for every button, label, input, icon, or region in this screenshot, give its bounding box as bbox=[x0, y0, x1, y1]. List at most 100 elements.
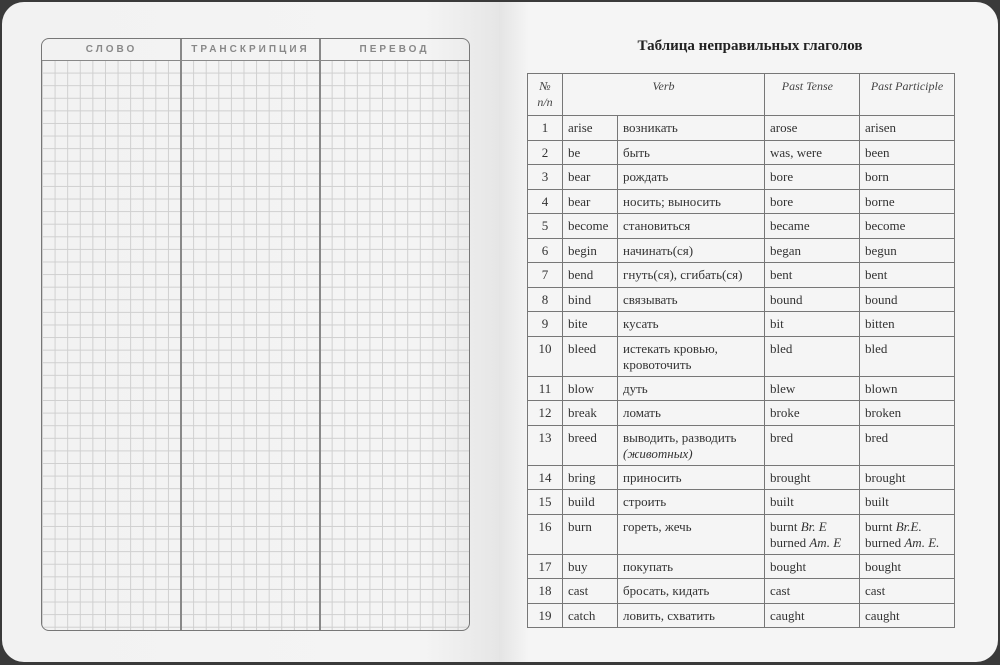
row-number: 4 bbox=[527, 188, 563, 214]
row-number: 2 bbox=[527, 139, 563, 165]
cell-text: been bbox=[865, 144, 890, 160]
row-number: 1 bbox=[527, 115, 563, 141]
header-number: № n/n bbox=[527, 73, 563, 116]
cell-text: blown bbox=[865, 380, 898, 396]
row-number: 12 bbox=[527, 400, 563, 426]
past-participle: bled bbox=[859, 335, 955, 377]
table-row: 7 bend гнуть(ся), сгибать(ся) bent bent bbox=[527, 262, 955, 288]
verb-english: bring bbox=[562, 464, 618, 490]
past-tense: broke bbox=[764, 400, 860, 426]
cell-text: bore bbox=[770, 169, 794, 184]
row-number: 13 bbox=[527, 424, 563, 466]
verb-english: build bbox=[562, 489, 618, 515]
verb-russian: возникать bbox=[617, 115, 765, 141]
verb-russian: ловить, схватить bbox=[617, 602, 765, 628]
row-number: 14 bbox=[527, 464, 563, 490]
verb-english: bear bbox=[562, 164, 618, 190]
past-tense: bled bbox=[764, 335, 860, 377]
cell-text: bit bbox=[770, 316, 784, 331]
cell-text: bred bbox=[865, 429, 889, 445]
vocabulary-grid: СЛОВО ТРАНСКРИПЦИЯ ПЕРЕВОД bbox=[41, 38, 470, 631]
cell-text: borne bbox=[865, 193, 895, 209]
past-participle: burnt Br.E. burned Am. E. bbox=[859, 513, 955, 555]
verb-english: burn bbox=[562, 513, 618, 555]
table-row: 8 bind связывать bound bound bbox=[527, 286, 955, 312]
right-page: Таблица неправильных глаголов № n/n Verb… bbox=[499, 2, 998, 662]
past-participle: bound bbox=[859, 286, 955, 312]
cell-text: bought bbox=[770, 558, 807, 574]
verb-english: break bbox=[562, 400, 618, 426]
row-number: 8 bbox=[527, 286, 563, 312]
verb-russian: истекать кровью, кровоточить bbox=[617, 335, 765, 377]
verb-russian: покупать bbox=[617, 553, 765, 579]
table-row: 19 catch ловить, схватить caught caught bbox=[527, 602, 955, 628]
cell-text: blew bbox=[770, 380, 796, 396]
past-participle: broken bbox=[859, 400, 955, 426]
verb-english: buy bbox=[562, 553, 618, 579]
cell-text: bore bbox=[770, 193, 794, 209]
header-verb: Verb bbox=[562, 73, 765, 116]
cell-text: become bbox=[865, 218, 906, 233]
verb-russian: бросать, кидать bbox=[617, 578, 765, 604]
table-row: 1 arise возникать arose arisen bbox=[527, 115, 955, 141]
past-participle: caught bbox=[859, 602, 955, 628]
cell-text: burned bbox=[770, 534, 810, 550]
past-participle: brought bbox=[859, 464, 955, 490]
verb-english: cast bbox=[562, 578, 618, 604]
past-participle: cast bbox=[859, 578, 955, 604]
row-number: 3 bbox=[527, 164, 563, 190]
cell-text: bent bbox=[770, 267, 793, 282]
cell-text: bled bbox=[770, 340, 793, 356]
past-participle: arisen bbox=[859, 115, 955, 141]
verb-russian: рождать bbox=[617, 164, 765, 190]
cell-text: Am. E. bbox=[904, 534, 940, 550]
cell-text: bought bbox=[865, 558, 902, 574]
cell-text: bent bbox=[865, 267, 888, 282]
verb-english: become bbox=[562, 213, 618, 239]
past-participle: borne bbox=[859, 188, 955, 214]
table-row: 13 breed выводить, разводить (животных) bred… bbox=[527, 424, 955, 466]
verb-russian: приносить bbox=[617, 464, 765, 490]
past-tense: bent bbox=[764, 262, 860, 288]
verb-russian: ломать bbox=[617, 400, 765, 426]
cell-text: возникать bbox=[623, 120, 678, 135]
past-tense: bound bbox=[764, 286, 860, 312]
past-participle: born bbox=[859, 164, 955, 190]
cell-text: bitten bbox=[865, 316, 895, 331]
header-past-participle: Past Participle bbox=[859, 73, 955, 116]
cell-text: brought bbox=[770, 469, 811, 485]
vocabulary-header: СЛОВО ТРАНСКРИПЦИЯ ПЕРЕВОД bbox=[42, 39, 469, 61]
table-row: 17 buy покупать bought bought bbox=[527, 553, 955, 579]
column-header-translation: ПЕРЕВОД bbox=[359, 44, 430, 55]
page-title: Таблица неправильных глаголов bbox=[637, 38, 863, 54]
table-row: 5 become становиться became become bbox=[527, 213, 955, 239]
table-row: 3 bear рождать bore born bbox=[527, 164, 955, 190]
verb-russian: быть bbox=[617, 139, 765, 165]
table-row: 2 be быть was, were been bbox=[527, 139, 955, 165]
verb-english: breed bbox=[562, 424, 618, 466]
row-number: 10 bbox=[527, 335, 563, 377]
past-participle: bitten bbox=[859, 311, 955, 337]
verb-english: blow bbox=[562, 375, 618, 401]
verb-russian: гореть, жечь bbox=[617, 513, 765, 555]
table-row: 10 bleed истекать кровью, кровоточить bled bl… bbox=[527, 335, 955, 377]
cell-text: arisen bbox=[865, 120, 897, 135]
cell-text: begun bbox=[865, 242, 897, 258]
verb-russian: гнуть(ся), сгибать(ся) bbox=[617, 262, 765, 288]
past-participle: blown bbox=[859, 375, 955, 401]
past-participle: bred bbox=[859, 424, 955, 466]
verb-english: begin bbox=[562, 237, 618, 263]
verb-english: bind bbox=[562, 286, 618, 312]
past-tense: arose bbox=[764, 115, 860, 141]
cell-text: broken bbox=[865, 405, 902, 420]
cell-text: bled bbox=[865, 340, 888, 356]
verb-english: bend bbox=[562, 262, 618, 288]
column-divider bbox=[180, 39, 182, 630]
row-number: 7 bbox=[527, 262, 563, 288]
cell-text: начинать(ся) bbox=[623, 242, 694, 258]
row-number: 17 bbox=[527, 553, 563, 579]
cell-text: bound bbox=[770, 291, 803, 307]
table-row: 12 break ломать broke broken bbox=[527, 400, 955, 426]
